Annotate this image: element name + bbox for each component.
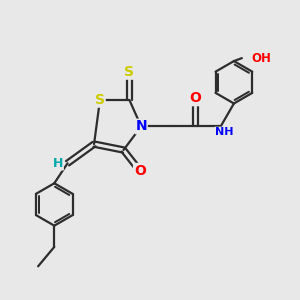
Text: H: H bbox=[53, 157, 63, 170]
Text: S: S bbox=[124, 65, 134, 79]
Text: N: N bbox=[135, 119, 147, 134]
Text: NH: NH bbox=[215, 127, 233, 137]
Text: OH: OH bbox=[252, 52, 272, 64]
Text: O: O bbox=[134, 164, 146, 178]
Text: O: O bbox=[190, 92, 202, 106]
Text: S: S bbox=[95, 93, 105, 107]
